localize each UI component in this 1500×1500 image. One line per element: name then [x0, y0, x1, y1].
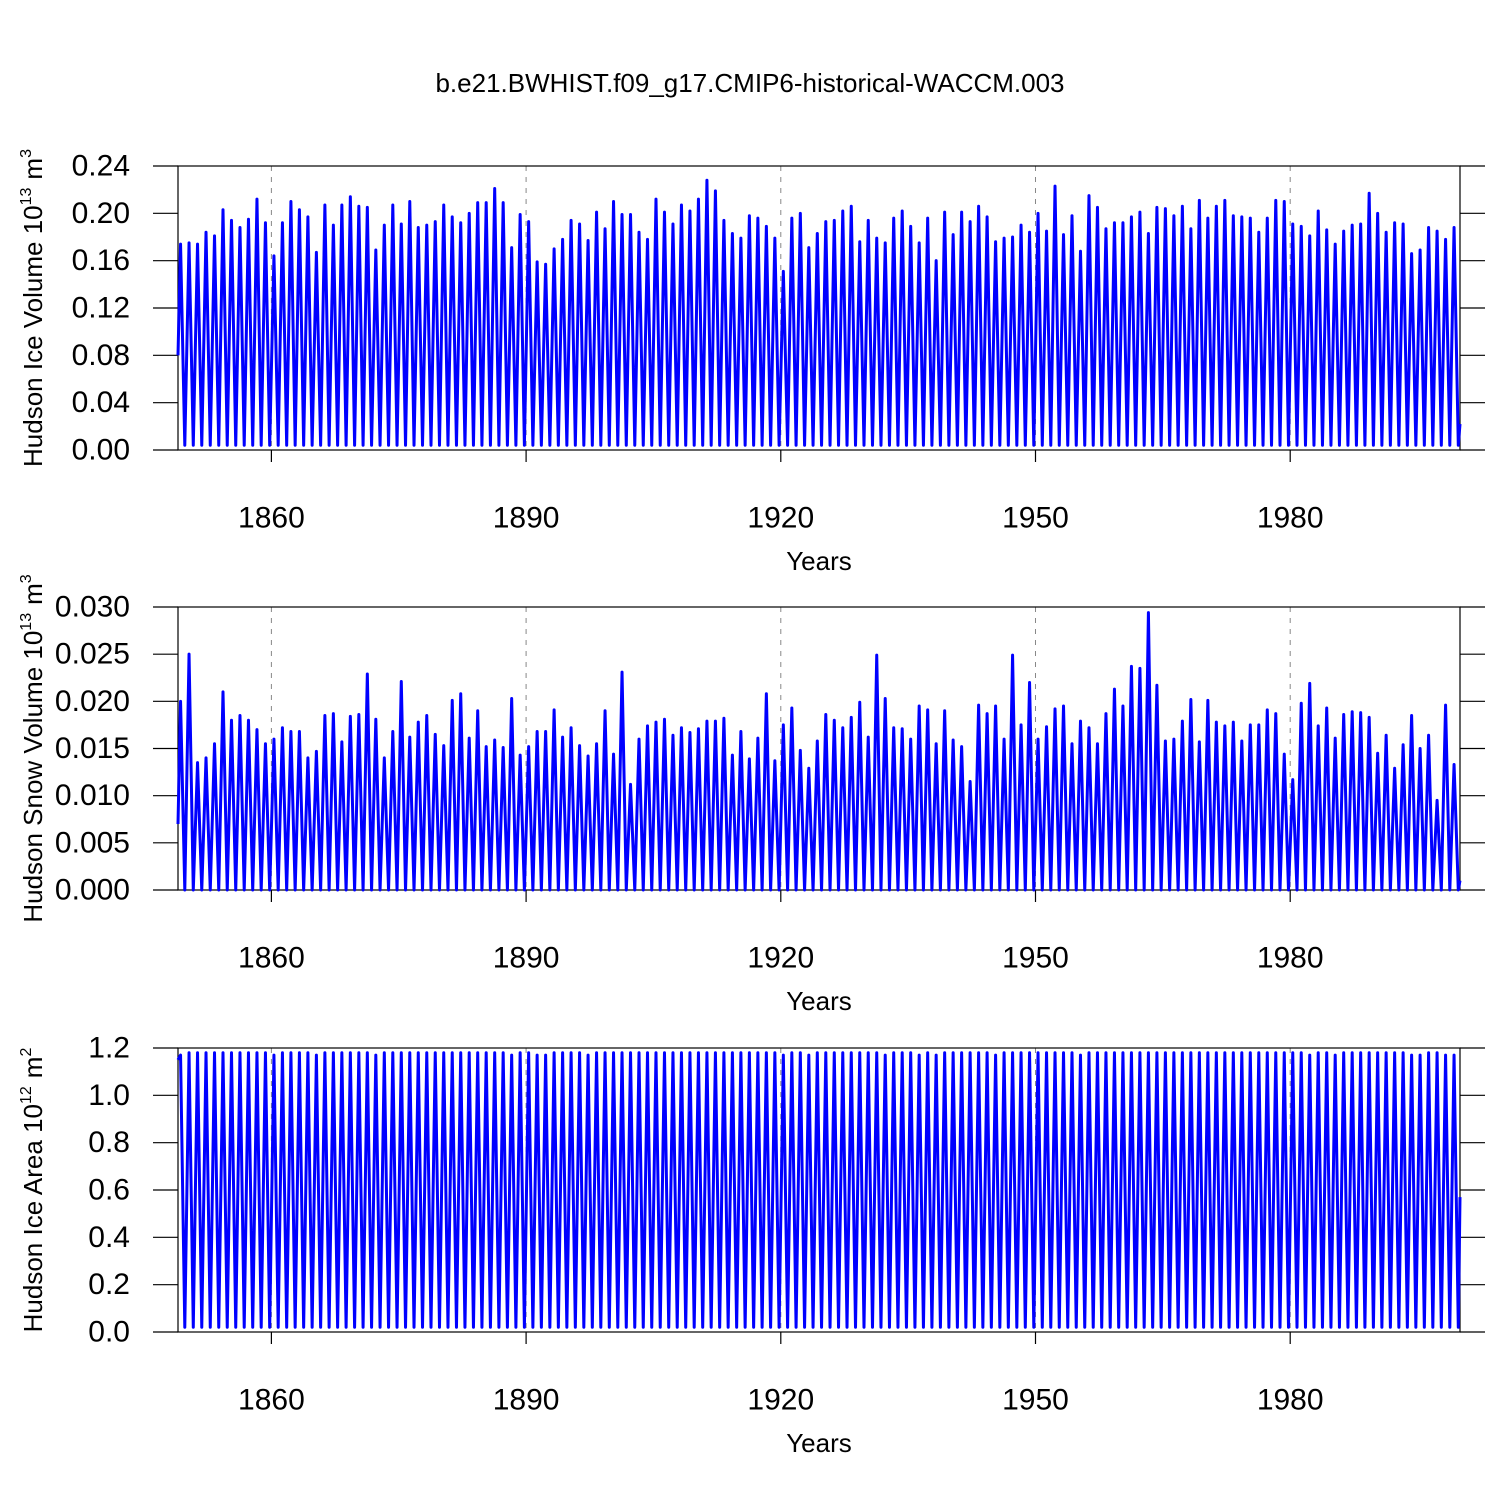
y-tick-label: 0.000 — [55, 874, 130, 907]
y-tick-label: 0.030 — [55, 591, 130, 624]
x-tick-label: 1980 — [1257, 1384, 1324, 1417]
y-axis-label-power: 12 — [18, 1086, 35, 1104]
y-axis-label-text: Hudson Ice Area 10 — [18, 1104, 48, 1332]
x-tick-label: 1950 — [1002, 1384, 1069, 1417]
y-tick-label: 0.24 — [72, 150, 130, 183]
x-axis-label: Years — [786, 1428, 852, 1458]
y-tick-label: 1.2 — [88, 1032, 130, 1065]
y-axis-label: Hudson Ice Volume 1013 m3 — [18, 149, 48, 467]
x-tick-label: 1860 — [238, 1384, 305, 1417]
y-tick-label: 0.08 — [72, 339, 130, 372]
y-axis-label-unit: m — [18, 158, 48, 180]
y-axis-label-unit-power: 3 — [18, 149, 35, 158]
y-axis-label-text: Hudson Ice Volume 10 — [18, 205, 48, 467]
x-tick-label: 1890 — [493, 1384, 560, 1417]
y-tick-label: 0.015 — [55, 732, 130, 765]
y-tick-label: 0.0 — [88, 1316, 130, 1349]
y-axis-label-text: Hudson Snow Volume 10 — [18, 631, 48, 923]
y-tick-label: 0.8 — [88, 1126, 130, 1159]
x-axis-label: Years — [786, 986, 852, 1016]
figure-title: b.e21.BWHIST.f09_g17.CMIP6-historical-WA… — [435, 68, 1064, 98]
x-tick-label: 1920 — [747, 1384, 814, 1417]
plot-frame — [177, 1047, 1461, 1333]
y-tick-label: 0.20 — [72, 197, 130, 230]
y-axis-label: Hudson Ice Area 1012 m2 — [18, 1048, 48, 1333]
data-line — [176, 611, 1462, 892]
x-tick-label: 1950 — [1002, 942, 1069, 975]
panel: 1860 1890 1920 1950 1980 0.000 0.005 0.010 0.015… — [18, 574, 1485, 1016]
data-line — [176, 1051, 1462, 1329]
x-tick-label: 1980 — [1257, 502, 1324, 535]
x-tick-label: 1890 — [493, 942, 560, 975]
y-tick-label: 0.6 — [88, 1174, 130, 1207]
x-tick-label: 1920 — [747, 942, 814, 975]
y-tick-label: 0.020 — [55, 685, 130, 718]
x-tick-label: 1860 — [238, 942, 305, 975]
x-tick-label: 1980 — [1257, 942, 1324, 975]
y-tick-label: 1.0 — [88, 1079, 130, 1112]
y-tick-label: 0.2 — [88, 1268, 130, 1301]
y-axis-label-power: 13 — [18, 187, 35, 205]
y-tick-label: 0.005 — [55, 826, 130, 859]
y-axis-label-unit-power: 2 — [18, 1048, 35, 1057]
y-axis-label-unit-power: 3 — [18, 574, 35, 583]
y-axis-label: Hudson Snow Volume 1013 m3 — [18, 574, 48, 922]
y-tick-label: 0.010 — [55, 779, 130, 812]
panel: 1860 1890 1920 1950 1980 0.00 0.04 0.08 0.12 0.16… — [18, 149, 1485, 576]
x-tick-label: 1860 — [238, 502, 305, 535]
y-tick-label: 0.12 — [72, 292, 130, 325]
y-axis-label-unit: m — [18, 583, 48, 605]
x-tick-label: 1890 — [493, 502, 560, 535]
y-axis-label-unit: m — [18, 1057, 48, 1079]
x-axis-label: Years — [786, 546, 852, 576]
panel: 1860 1890 1920 1950 1980 0.0 0.2 0.4 0.6 0.8 1.0 1.… — [18, 1032, 1485, 1458]
y-tick-label: 0.00 — [72, 434, 130, 467]
y-axis-label-power: 13 — [18, 613, 35, 631]
y-tick-label: 0.16 — [72, 244, 130, 277]
plot-frame — [177, 606, 1461, 891]
x-tick-label: 1950 — [1002, 502, 1069, 535]
y-tick-label: 0.04 — [72, 386, 130, 419]
y-tick-label: 0.025 — [55, 638, 130, 671]
data-line — [176, 178, 1462, 447]
y-tick-label: 0.4 — [88, 1221, 130, 1254]
x-tick-label: 1920 — [747, 502, 814, 535]
